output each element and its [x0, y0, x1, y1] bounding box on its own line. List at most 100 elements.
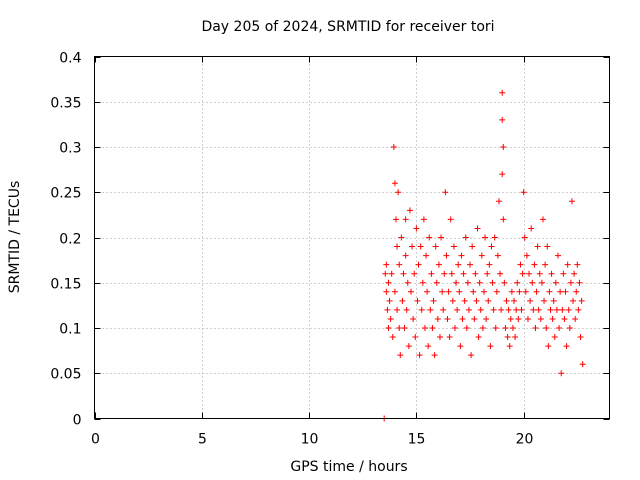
- data-point: [577, 334, 584, 341]
- data-point: [416, 352, 423, 359]
- data-point: [450, 243, 457, 250]
- data-point: [553, 306, 560, 313]
- data-point: [499, 116, 506, 123]
- data-point: [394, 306, 401, 313]
- data-point: [424, 288, 431, 295]
- data-point: [486, 261, 493, 268]
- data-point: [547, 306, 554, 313]
- data-point: [457, 343, 464, 350]
- data-point: [568, 198, 575, 205]
- data-point: [506, 343, 513, 350]
- data-point: [518, 306, 525, 313]
- data-point: [528, 225, 535, 232]
- data-point: [535, 306, 542, 313]
- data-point: [388, 270, 395, 277]
- data-point: [428, 270, 435, 277]
- data-point: [551, 334, 558, 341]
- y-tick-label: 0.05: [50, 367, 81, 383]
- x-tick-label: 20: [516, 432, 534, 448]
- data-point: [576, 279, 583, 286]
- y-tick-label: 0.25: [50, 186, 81, 202]
- data-point: [573, 288, 580, 295]
- data-point: [442, 189, 449, 196]
- chart-title: Day 205 of 2024, SRMTID for receiver tor…: [201, 19, 494, 35]
- x-tick-label: 10: [301, 432, 319, 448]
- data-point: [389, 334, 396, 341]
- data-point: [478, 252, 485, 259]
- data-point: [473, 297, 480, 304]
- data-point: [385, 279, 392, 286]
- data-point: [447, 216, 454, 223]
- data-point: [531, 261, 538, 268]
- y-axis-ticks: 0 0.05 0.1 0.15 0.2 0.25 0.3 0.35 0.4: [50, 51, 610, 429]
- data-point: [507, 315, 514, 322]
- data-point: [536, 270, 543, 277]
- data-point: [391, 288, 398, 295]
- data-point: [499, 89, 506, 96]
- y-tick-label: 0: [73, 413, 82, 429]
- data-point: [419, 279, 426, 286]
- data-point: [545, 343, 552, 350]
- data-point: [448, 270, 455, 277]
- data-point: [429, 325, 436, 331]
- data-point: [517, 261, 524, 268]
- data-point: [477, 306, 484, 313]
- data-point: [542, 261, 549, 268]
- data-point: [533, 288, 540, 295]
- data-point: [484, 270, 491, 277]
- data-point: [410, 315, 417, 322]
- data-point: [441, 270, 448, 277]
- data-point: [390, 144, 397, 150]
- data-point: [578, 297, 585, 304]
- data-point: [418, 306, 425, 313]
- data-point: [399, 297, 406, 304]
- data-point: [574, 261, 581, 268]
- data-point: [394, 243, 401, 250]
- data-point: [534, 243, 541, 250]
- data-point: [503, 297, 510, 304]
- data-point: [435, 261, 442, 268]
- x-tick-label: 0: [91, 432, 100, 448]
- data-point: [384, 306, 391, 313]
- data-point: [409, 243, 416, 250]
- data-point: [383, 261, 390, 268]
- data-point: [412, 334, 419, 341]
- data-point: [549, 315, 556, 322]
- data-point: [425, 343, 432, 350]
- data-point: [488, 243, 495, 250]
- data-point: [480, 288, 487, 295]
- data-point: [509, 325, 516, 331]
- data-point: [527, 297, 534, 304]
- data-point: [558, 370, 565, 377]
- data-point: [495, 198, 502, 205]
- data-point: [402, 252, 409, 259]
- data-point: [472, 270, 479, 277]
- data-point: [514, 279, 521, 286]
- data-point: [565, 306, 572, 313]
- data-point: [401, 325, 408, 331]
- data-point: [561, 315, 568, 322]
- y-tick-label: 0.15: [50, 277, 81, 293]
- data-point: [483, 315, 490, 322]
- x-tick-label: 15: [408, 432, 426, 448]
- data-point: [446, 334, 453, 341]
- data-point: [500, 144, 507, 150]
- data-point: [485, 297, 492, 304]
- data-point: [476, 279, 483, 286]
- data-point: [564, 261, 571, 268]
- data-point: [456, 288, 463, 295]
- data-points: [381, 89, 586, 422]
- data-point: [571, 270, 578, 277]
- data-point: [431, 352, 438, 359]
- data-point: [403, 306, 410, 313]
- data-point: [570, 297, 577, 304]
- data-point: [427, 306, 434, 313]
- data-point: [579, 361, 586, 368]
- data-point: [489, 279, 496, 286]
- data-point: [405, 343, 412, 350]
- data-point: [522, 288, 529, 295]
- data-point: [465, 306, 472, 313]
- data-point: [524, 315, 531, 322]
- data-point: [548, 270, 555, 277]
- data-point: [421, 325, 428, 331]
